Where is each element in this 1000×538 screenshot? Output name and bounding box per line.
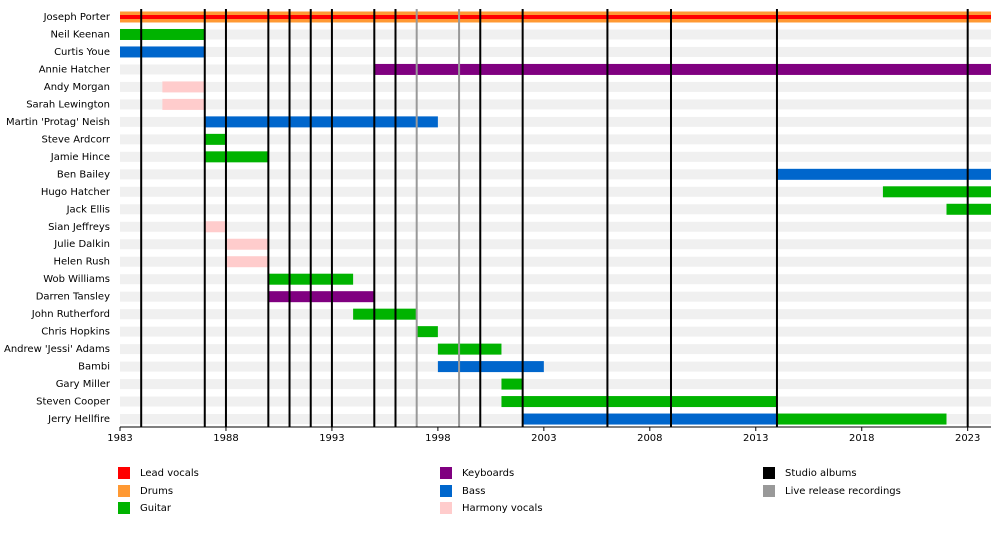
bar	[882, 186, 991, 198]
row-band	[120, 99, 991, 110]
bar	[353, 308, 417, 320]
member-label: Ben Bailey	[57, 169, 110, 180]
member-label: Steve Ardcorr	[42, 134, 111, 145]
member-label: Jamie Hince	[50, 152, 110, 163]
legend-swatch	[118, 467, 130, 479]
bar	[162, 81, 205, 93]
member-label: Andrew 'Jessi' Adams	[4, 344, 110, 355]
member-label: Chris Hopkins	[41, 327, 110, 338]
row-band	[120, 344, 991, 355]
row-band	[120, 326, 991, 337]
row-band	[120, 291, 991, 302]
member-label: Neil Keenan	[50, 29, 110, 40]
bar	[120, 15, 991, 19]
row-band	[120, 379, 991, 390]
row-band	[120, 29, 991, 40]
member-label: John Rutherford	[31, 309, 110, 320]
row-band	[120, 256, 991, 267]
row-band	[120, 274, 991, 285]
bar	[204, 133, 226, 145]
bar	[162, 98, 205, 110]
row-band	[120, 221, 991, 232]
member-label: Martin 'Protag' Neish	[6, 117, 110, 128]
legend-label: Drums	[140, 486, 173, 497]
x-tick-label: 2018	[849, 433, 874, 444]
legend-label: Harmony vocals	[462, 503, 543, 514]
bar	[501, 396, 777, 408]
bar	[225, 256, 269, 268]
row-band	[120, 204, 991, 215]
legend-label: Live release recordings	[785, 486, 901, 497]
legend-swatch	[118, 502, 130, 514]
bar	[437, 343, 502, 355]
bar	[204, 116, 438, 128]
x-tick-label: 1993	[319, 433, 344, 444]
row-band	[120, 169, 991, 180]
member-label: Gary Miller	[56, 379, 111, 390]
legend-label: Lead vocals	[140, 468, 199, 479]
bar	[374, 63, 991, 75]
x-tick-label: 2023	[955, 433, 980, 444]
bar	[204, 221, 226, 233]
row-band	[120, 186, 991, 197]
legend-swatch	[440, 467, 452, 479]
legend-swatch	[118, 485, 130, 497]
x-tick-label: 2008	[637, 433, 662, 444]
bar	[268, 291, 375, 303]
x-tick-label: 1983	[107, 433, 132, 444]
member-label: Julie Dalkin	[53, 239, 110, 250]
member-label: Joseph Porter	[43, 12, 111, 23]
row-band	[120, 361, 991, 372]
bar	[437, 361, 544, 373]
member-label: Helen Rush	[53, 257, 110, 268]
member-label: Steven Cooper	[36, 397, 111, 408]
member-label: Annie Hatcher	[39, 64, 111, 75]
member-label: Jerry Hellfire	[47, 414, 110, 425]
legend-label: Keyboards	[462, 468, 514, 479]
member-label: Sian Jeffreys	[48, 222, 110, 233]
member-label: Wob Williams	[43, 274, 110, 285]
bar	[776, 168, 991, 180]
legend-swatch	[763, 485, 775, 497]
bar	[416, 326, 438, 338]
member-label: Curtis Youe	[54, 47, 110, 58]
row-band	[120, 151, 991, 162]
legend-swatch	[440, 502, 452, 514]
x-tick-label: 1998	[425, 433, 450, 444]
bar	[501, 378, 523, 390]
x-tick-label: 2003	[531, 433, 556, 444]
bar	[946, 203, 991, 215]
legend-label: Studio albums	[785, 468, 857, 479]
row-band	[120, 134, 991, 145]
member-label: Hugo Hatcher	[41, 187, 111, 198]
member-label: Darren Tansley	[36, 292, 110, 303]
x-tick-label: 2013	[743, 433, 768, 444]
bar	[522, 413, 777, 425]
bar	[204, 151, 269, 163]
member-label: Bambi	[78, 362, 110, 373]
row-band	[120, 239, 991, 250]
legend-swatch	[440, 485, 452, 497]
x-tick-label: 1988	[213, 433, 238, 444]
row-band	[120, 116, 991, 127]
bar	[776, 413, 947, 425]
member-label: Sarah Lewington	[26, 99, 110, 110]
legend-swatch	[763, 467, 775, 479]
member-label: Jack Ellis	[66, 204, 110, 215]
bar	[225, 238, 269, 250]
row-band	[120, 81, 991, 92]
legend-label: Guitar	[140, 503, 172, 514]
row-band	[120, 309, 991, 320]
member-label: Andy Morgan	[44, 82, 110, 93]
bar	[120, 46, 205, 58]
row-band	[120, 46, 991, 57]
bar	[120, 28, 205, 40]
legend-label: Bass	[462, 486, 485, 497]
